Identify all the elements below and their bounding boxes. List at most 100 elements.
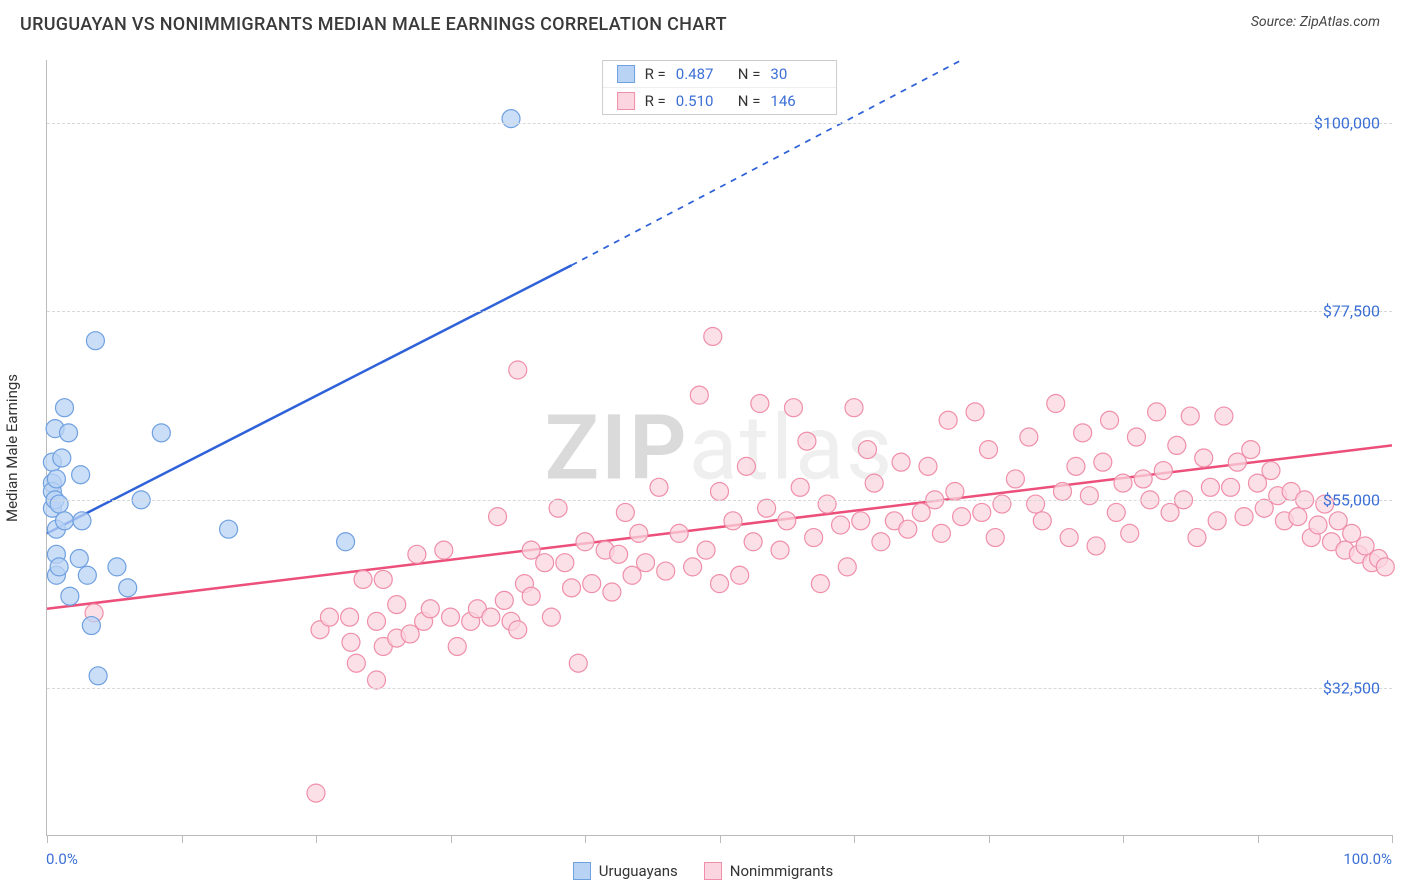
- chart-title: URUGUAYAN VS NONIMMIGRANTS MEDIAN MALE E…: [20, 14, 727, 35]
- data-point: [374, 570, 392, 588]
- data-point: [986, 529, 1004, 547]
- data-point: [307, 784, 325, 802]
- data-point: [1134, 470, 1152, 488]
- legend-item-series-a: Uruguayans: [573, 862, 678, 880]
- data-point: [1053, 482, 1071, 500]
- data-point: [711, 482, 729, 500]
- data-point: [650, 478, 668, 496]
- data-point: [616, 503, 634, 521]
- data-point: [563, 579, 581, 597]
- xtick: [989, 835, 990, 843]
- data-point: [1168, 436, 1186, 454]
- n-value-a: 30: [770, 65, 822, 83]
- data-point: [73, 512, 91, 530]
- data-point: [502, 110, 520, 128]
- data-point: [1208, 512, 1226, 530]
- data-point: [953, 508, 971, 526]
- data-point: [737, 457, 755, 475]
- xtick: [1123, 835, 1124, 843]
- data-point: [61, 587, 79, 605]
- r-label-a: R =: [645, 65, 666, 83]
- data-point: [731, 566, 749, 584]
- data-point: [1033, 512, 1051, 530]
- data-point: [704, 327, 722, 345]
- data-point: [1074, 424, 1092, 442]
- gridline: [47, 311, 1392, 312]
- gridline: [47, 123, 1392, 124]
- data-point: [542, 608, 560, 626]
- data-point: [489, 508, 507, 526]
- data-point: [784, 399, 802, 417]
- source-prefix: Source:: [1251, 14, 1300, 30]
- data-point: [892, 453, 910, 471]
- data-point: [448, 637, 466, 655]
- data-point: [53, 449, 71, 467]
- data-point: [805, 529, 823, 547]
- data-point: [865, 474, 883, 492]
- source-name: ZipAtlas.com: [1300, 14, 1380, 30]
- data-point: [697, 541, 715, 559]
- data-point: [1047, 395, 1065, 413]
- xtick: [182, 835, 183, 843]
- data-point: [435, 541, 453, 559]
- data-point: [60, 424, 78, 442]
- data-point: [966, 403, 984, 421]
- data-point: [47, 470, 65, 488]
- yaxis-title: Median Male Earnings: [3, 374, 21, 522]
- n-value-b: 146: [770, 92, 822, 110]
- series-a-name: Uruguayans: [599, 862, 678, 880]
- data-point: [872, 533, 890, 551]
- data-point: [119, 579, 137, 597]
- data-point: [744, 533, 762, 551]
- data-point: [798, 432, 816, 450]
- data-point: [1201, 478, 1219, 496]
- data-point: [670, 524, 688, 542]
- data-point: [1107, 503, 1125, 521]
- data-point: [220, 520, 238, 538]
- data-point: [818, 495, 836, 513]
- data-point: [509, 621, 527, 639]
- data-point: [55, 399, 73, 417]
- data-point: [482, 608, 500, 626]
- swatch-series-a: [617, 65, 635, 83]
- data-point: [50, 495, 68, 513]
- data-point: [832, 516, 850, 534]
- data-point: [1006, 470, 1024, 488]
- data-point: [711, 575, 729, 593]
- xtick: [47, 835, 48, 843]
- plot-area: Median Male Earnings ZIPatlas R = 0.487 …: [46, 60, 1392, 836]
- r-value-b: 0.510: [676, 92, 728, 110]
- data-point: [421, 600, 439, 618]
- data-point: [838, 558, 856, 576]
- n-label-b: N =: [738, 92, 761, 110]
- data-point: [637, 554, 655, 572]
- correlation-legend: R = 0.487 N = 30 R = 0.510 N = 146: [602, 60, 838, 115]
- legend-row-series-b: R = 0.510 N = 146: [603, 87, 837, 114]
- chart-svg: [47, 60, 1392, 835]
- data-point: [1181, 407, 1199, 425]
- data-point: [152, 424, 170, 442]
- data-point: [758, 499, 776, 517]
- data-point: [50, 558, 68, 576]
- data-point: [70, 550, 88, 568]
- data-point: [583, 575, 601, 593]
- data-point: [778, 512, 796, 530]
- data-point: [78, 566, 96, 584]
- data-point: [1127, 428, 1145, 446]
- swatch-series-b: [617, 92, 635, 110]
- data-point: [630, 524, 648, 542]
- data-point: [341, 608, 359, 626]
- data-point: [919, 457, 937, 475]
- data-point: [899, 520, 917, 538]
- data-point: [536, 554, 554, 572]
- r-label-b: R =: [645, 92, 666, 110]
- data-point: [751, 395, 769, 413]
- data-point: [1020, 428, 1038, 446]
- swatch-series-a-bottom: [573, 862, 591, 880]
- data-point: [1242, 441, 1260, 459]
- data-point: [1114, 474, 1132, 492]
- data-point: [690, 386, 708, 404]
- xtick: [1258, 835, 1259, 843]
- xtick: [720, 835, 721, 843]
- data-point: [347, 654, 365, 672]
